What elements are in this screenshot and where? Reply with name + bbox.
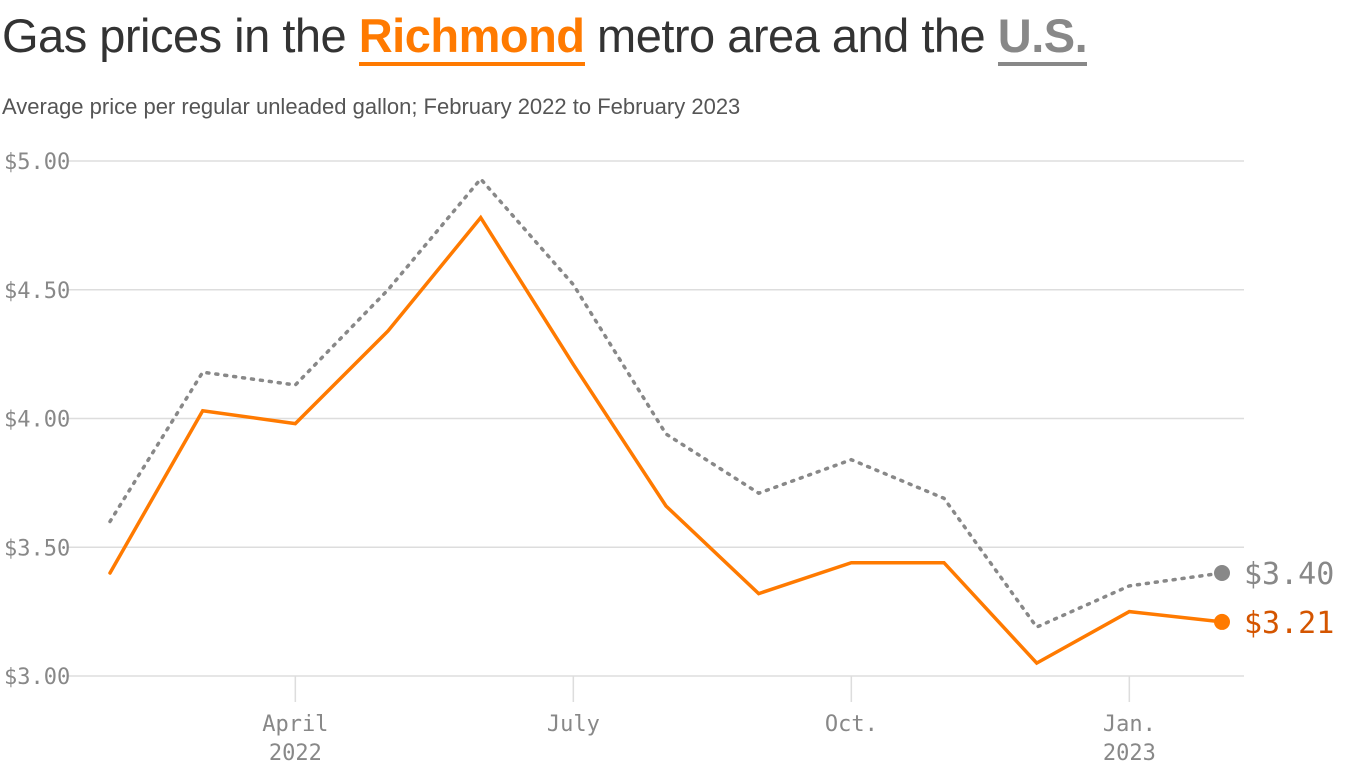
y-tick-label: $3.00: [4, 665, 70, 690]
x-tick-label: Jan.: [1103, 712, 1156, 737]
y-tick-label: $4.00: [4, 408, 70, 433]
series-lines: [108, 176, 1224, 666]
x-tick-label: July: [547, 712, 600, 737]
y-tick-label: $5.00: [4, 150, 70, 175]
title-us-legend: U.S.: [997, 9, 1088, 66]
end-point-richmond: [1214, 613, 1230, 630]
x-tick-label: April: [262, 712, 328, 737]
chart-title: Gas prices in the Richmond metro area an…: [2, 6, 1088, 66]
title-middle: metro area and the: [584, 9, 998, 62]
end-markers: $3.40 $3.21: [1214, 557, 1334, 641]
x-tick-sublabel: 2022: [269, 741, 322, 766]
end-value-label: $3.40: [1244, 557, 1334, 592]
x-tick-sublabel: 2023: [1103, 741, 1156, 766]
chart-subtitle: Average price per regular unleaded gallo…: [2, 94, 741, 119]
series-line-us: [108, 176, 1224, 630]
y-tick-label: $3.50: [4, 536, 70, 561]
title-richmond-legend: Richmond: [358, 9, 585, 66]
title-prefix: Gas prices in the: [2, 9, 359, 62]
y-axis: $5.00 $4.50 $4.00 $3.50 $3.00: [4, 150, 70, 690]
series-line-richmond: [108, 214, 1224, 666]
x-tick-label: Oct.: [825, 712, 878, 737]
x-axis: April 2022 July Oct. Jan. 2023: [262, 676, 1156, 766]
end-point-us: [1214, 565, 1230, 581]
y-tick-label: $4.50: [4, 279, 70, 304]
end-value-label: $3.21: [1244, 606, 1334, 641]
